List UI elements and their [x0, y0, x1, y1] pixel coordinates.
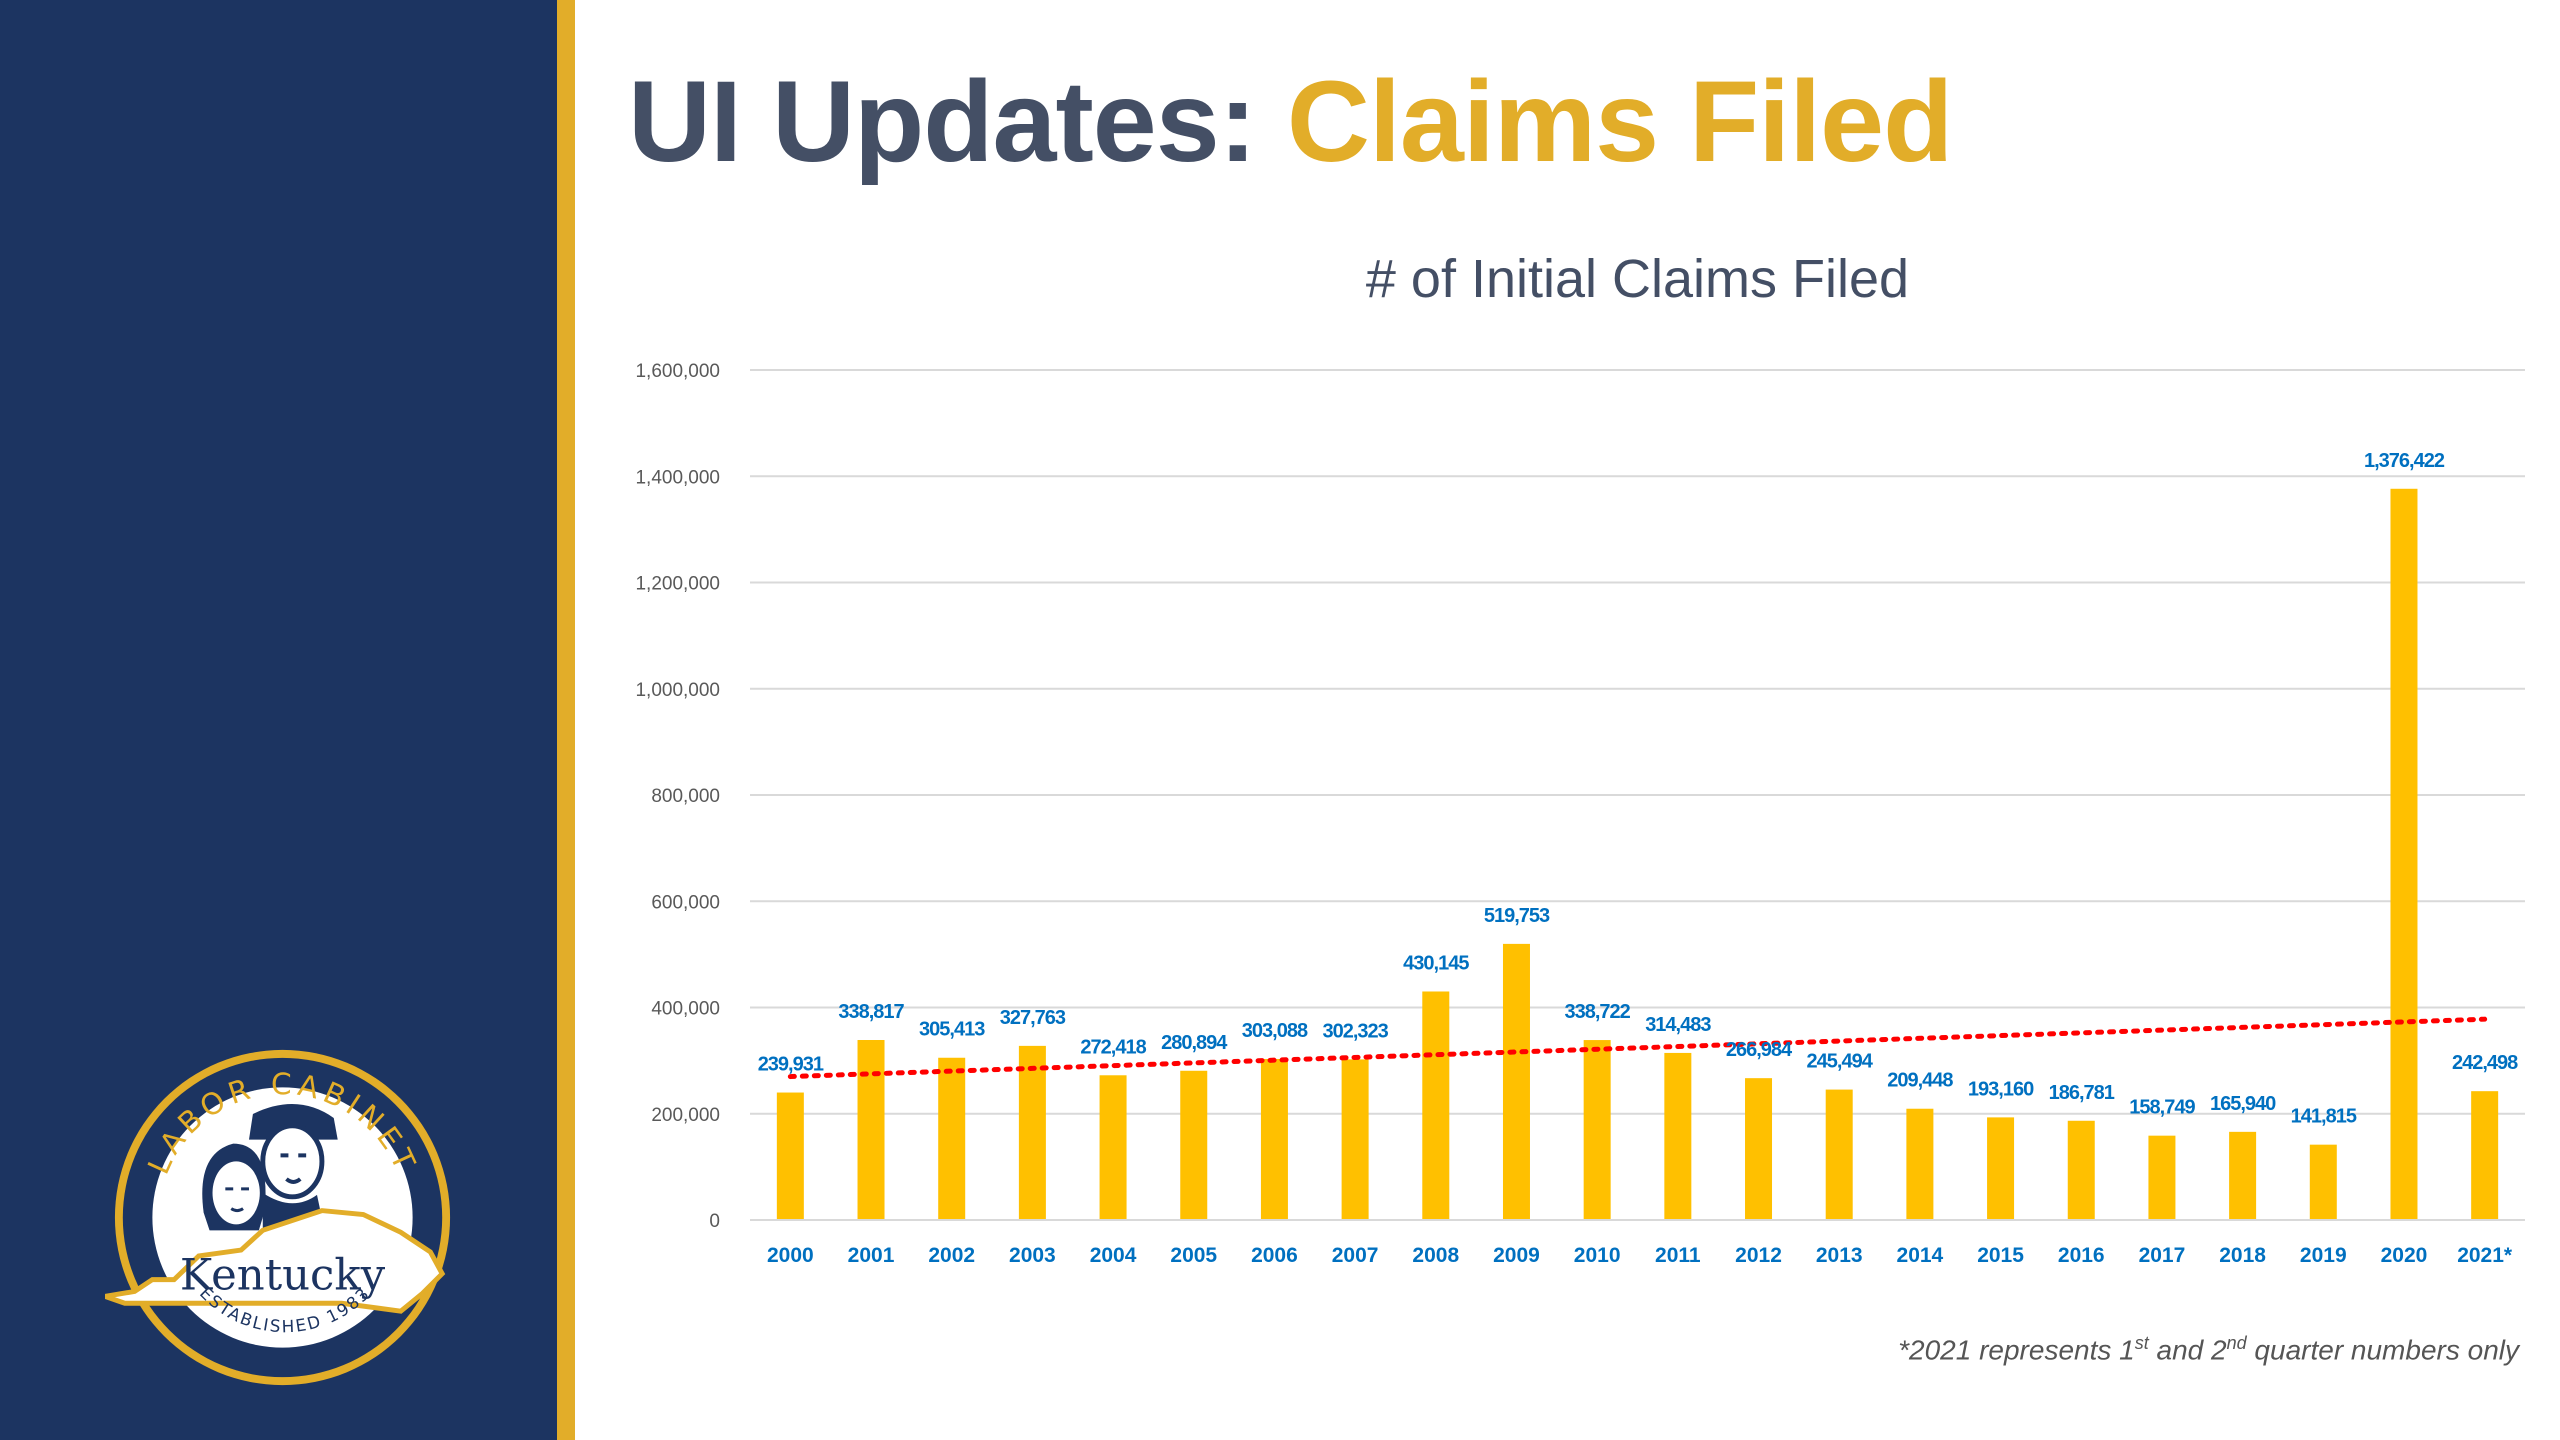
- bar-2020: [2390, 488, 2418, 1220]
- y-tick-label: 600,000: [651, 892, 720, 913]
- bar-2000: [776, 1092, 804, 1220]
- x-tick-label: 2004: [1090, 1244, 1137, 1267]
- chart-title: # of Initial Claims Filed: [1366, 249, 1909, 309]
- x-tick-label: 2015: [1977, 1244, 2024, 1267]
- y-tick-label: 0: [709, 1211, 720, 1232]
- bar-2021*: [2471, 1091, 2499, 1220]
- logo-state-text: Kentucky: [180, 1250, 386, 1300]
- data-label: 242,498: [2452, 1052, 2518, 1074]
- data-label: 303,088: [1242, 1020, 1308, 1042]
- x-tick-label: 2021*: [2457, 1244, 2513, 1267]
- bar-2018: [2229, 1131, 2257, 1220]
- data-label: 239,931: [758, 1054, 824, 1076]
- data-label: 266,984: [1726, 1039, 1793, 1061]
- data-label: 302,323: [1322, 1020, 1388, 1042]
- x-tick-label: 2002: [928, 1244, 975, 1267]
- workers-illustration-icon: [202, 1104, 338, 1231]
- bar-2015: [1987, 1117, 2015, 1220]
- data-label: 1,376,422: [2364, 450, 2445, 472]
- x-tick-label: 2019: [2300, 1244, 2347, 1267]
- bar-2014: [1906, 1108, 1934, 1220]
- bar-2008: [1422, 991, 1450, 1220]
- data-label: 280,894: [1161, 1032, 1228, 1054]
- slide-title: UI Updates: Claims Filed: [628, 56, 1953, 188]
- bar-2004: [1099, 1075, 1127, 1220]
- y-tick-label: 1,200,000: [635, 574, 720, 595]
- x-tick-label: 2007: [1332, 1244, 1379, 1267]
- x-tick-label: 2008: [1412, 1244, 1459, 1267]
- y-tick-label: 400,000: [651, 999, 720, 1020]
- claims-bar-chart: # of Initial Claims Filed 0 200,000 400,00…: [635, 249, 2525, 1267]
- bar-2017: [2148, 1135, 2176, 1220]
- bar-2016: [2067, 1120, 2095, 1220]
- bar-2010: [1583, 1040, 1611, 1220]
- data-label: 305,413: [919, 1019, 985, 1041]
- bar-2005: [1180, 1070, 1208, 1220]
- data-label: 165,940: [2210, 1093, 2276, 1115]
- bar-2007: [1341, 1059, 1369, 1220]
- x-tick-label: 2011: [1655, 1244, 1701, 1267]
- x-tick-label: 2005: [1170, 1244, 1217, 1267]
- data-label: 430,145: [1403, 952, 1469, 974]
- chart-footnote: *2021 represents 1st and 2nd quarter num…: [1898, 1333, 2519, 1366]
- x-tick-label: 2012: [1735, 1244, 1782, 1267]
- bar-2009: [1502, 943, 1530, 1220]
- x-tick-label: 2014: [1897, 1244, 1944, 1267]
- data-label: 314,483: [1645, 1014, 1711, 1036]
- bar-2006: [1260, 1058, 1288, 1220]
- title-main: UI Updates:: [628, 58, 1257, 186]
- bar-2013: [1825, 1089, 1853, 1220]
- kentucky-state-outline-icon: [105, 1208, 446, 1314]
- data-label: 209,448: [1887, 1070, 1953, 1092]
- data-label: 141,815: [2291, 1106, 2357, 1128]
- bar-2012: [1745, 1078, 1773, 1220]
- footnote-prefix: *2021 represents 1: [1898, 1334, 2135, 1366]
- data-label: 245,494: [1807, 1051, 1874, 1073]
- y-tick-label: 1,000,000: [635, 680, 720, 701]
- data-label: 338,817: [838, 1001, 904, 1023]
- footnote-suffix: quarter numbers only: [2246, 1334, 2519, 1366]
- x-tick-label: 2013: [1816, 1244, 1863, 1267]
- data-label: 272,418: [1080, 1036, 1146, 1058]
- x-tick-label: 2001: [848, 1244, 895, 1267]
- bar-2003: [1018, 1045, 1046, 1220]
- title-accent: Claims Filed: [1286, 58, 1953, 186]
- x-tick-label: 2018: [2219, 1244, 2266, 1267]
- data-label: 327,763: [1000, 1007, 1066, 1029]
- sidebar-panel: LABOR CABINET Kentucky ESTABLISHED 1983: [0, 0, 557, 1440]
- bar-2019: [2309, 1144, 2337, 1220]
- x-tick-label: 2003: [1009, 1244, 1056, 1267]
- y-tick-label: 1,600,000: [635, 361, 720, 382]
- data-label: 186,781: [2049, 1082, 2115, 1104]
- labor-cabinet-seal-logo: LABOR CABINET Kentucky ESTABLISHED 1983: [105, 1049, 451, 1386]
- data-label: 519,753: [1484, 905, 1550, 927]
- x-tick-label: 2016: [2058, 1244, 2105, 1267]
- data-label: 338,722: [1565, 1001, 1631, 1023]
- footnote-middle: and 2: [2148, 1334, 2227, 1366]
- footnote-sup-2: nd: [2226, 1333, 2247, 1353]
- y-tick-label: 1,400,000: [635, 467, 720, 488]
- x-tick-label: 2000: [767, 1244, 814, 1267]
- x-tick-label: 2009: [1493, 1244, 1540, 1267]
- bar-2002: [938, 1057, 966, 1220]
- bar-2011: [1664, 1052, 1692, 1220]
- x-tick-label: 2006: [1251, 1244, 1298, 1267]
- y-tick-label: 200,000: [651, 1105, 720, 1126]
- bar-2001: [857, 1040, 885, 1220]
- x-tick-label: 2010: [1574, 1244, 1621, 1267]
- y-tick-label: 800,000: [651, 786, 720, 807]
- x-tick-label: 2017: [2139, 1244, 2186, 1267]
- sidebar-accent-stripe: [557, 0, 575, 1440]
- footnote-sup-1: st: [2134, 1333, 2149, 1353]
- data-label: 193,160: [1968, 1078, 2034, 1100]
- x-tick-label: 2020: [2381, 1244, 2428, 1267]
- data-label: 158,749: [2129, 1097, 2195, 1119]
